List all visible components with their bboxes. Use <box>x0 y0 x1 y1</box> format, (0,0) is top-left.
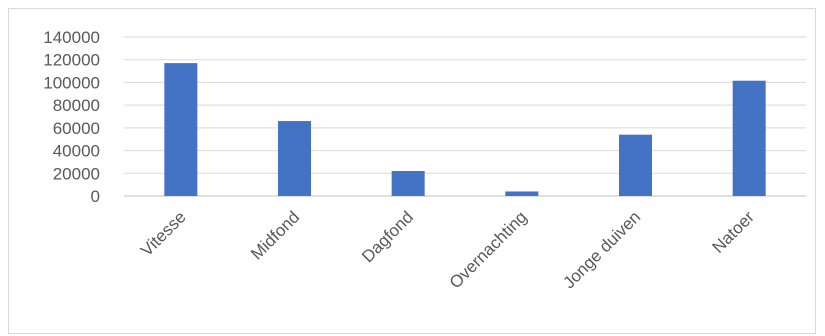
x-category-label: Vitesse <box>137 207 190 260</box>
y-tick-label: 120000 <box>43 51 100 70</box>
y-tick-label: 40000 <box>53 142 100 161</box>
x-category-label: Jonge duiven <box>559 207 644 292</box>
bar-midfond <box>278 121 311 196</box>
chart-area <box>8 8 816 334</box>
y-tick-label: 60000 <box>53 119 100 138</box>
y-tick-label: 100000 <box>43 73 100 92</box>
x-axis-labels: Vitesse Midfond Dagfond Overnachting Jonge d… <box>137 207 758 292</box>
y-tick-label: 20000 <box>53 164 100 183</box>
bar-vitesse <box>164 63 198 196</box>
x-category-label: Midfond <box>247 207 303 263</box>
y-tick-label: 0 <box>91 187 100 206</box>
bar-overnachting <box>505 191 539 196</box>
y-axis-ticks: 0 20000 40000 60000 80000 100000 120000 140000 <box>43 28 100 206</box>
bar-natoer <box>732 80 766 196</box>
y-tick-label: 140000 <box>43 28 100 47</box>
bar-dagfond <box>391 171 425 196</box>
x-category-label: Overnachting <box>446 207 531 292</box>
bars <box>164 63 766 196</box>
x-category-label: Natoer <box>708 207 758 257</box>
y-tick-label: 80000 <box>53 96 100 115</box>
gridlines <box>124 36 806 197</box>
bar-jonge-duiven <box>619 134 652 196</box>
x-category-label: Dagfond <box>358 207 417 266</box>
